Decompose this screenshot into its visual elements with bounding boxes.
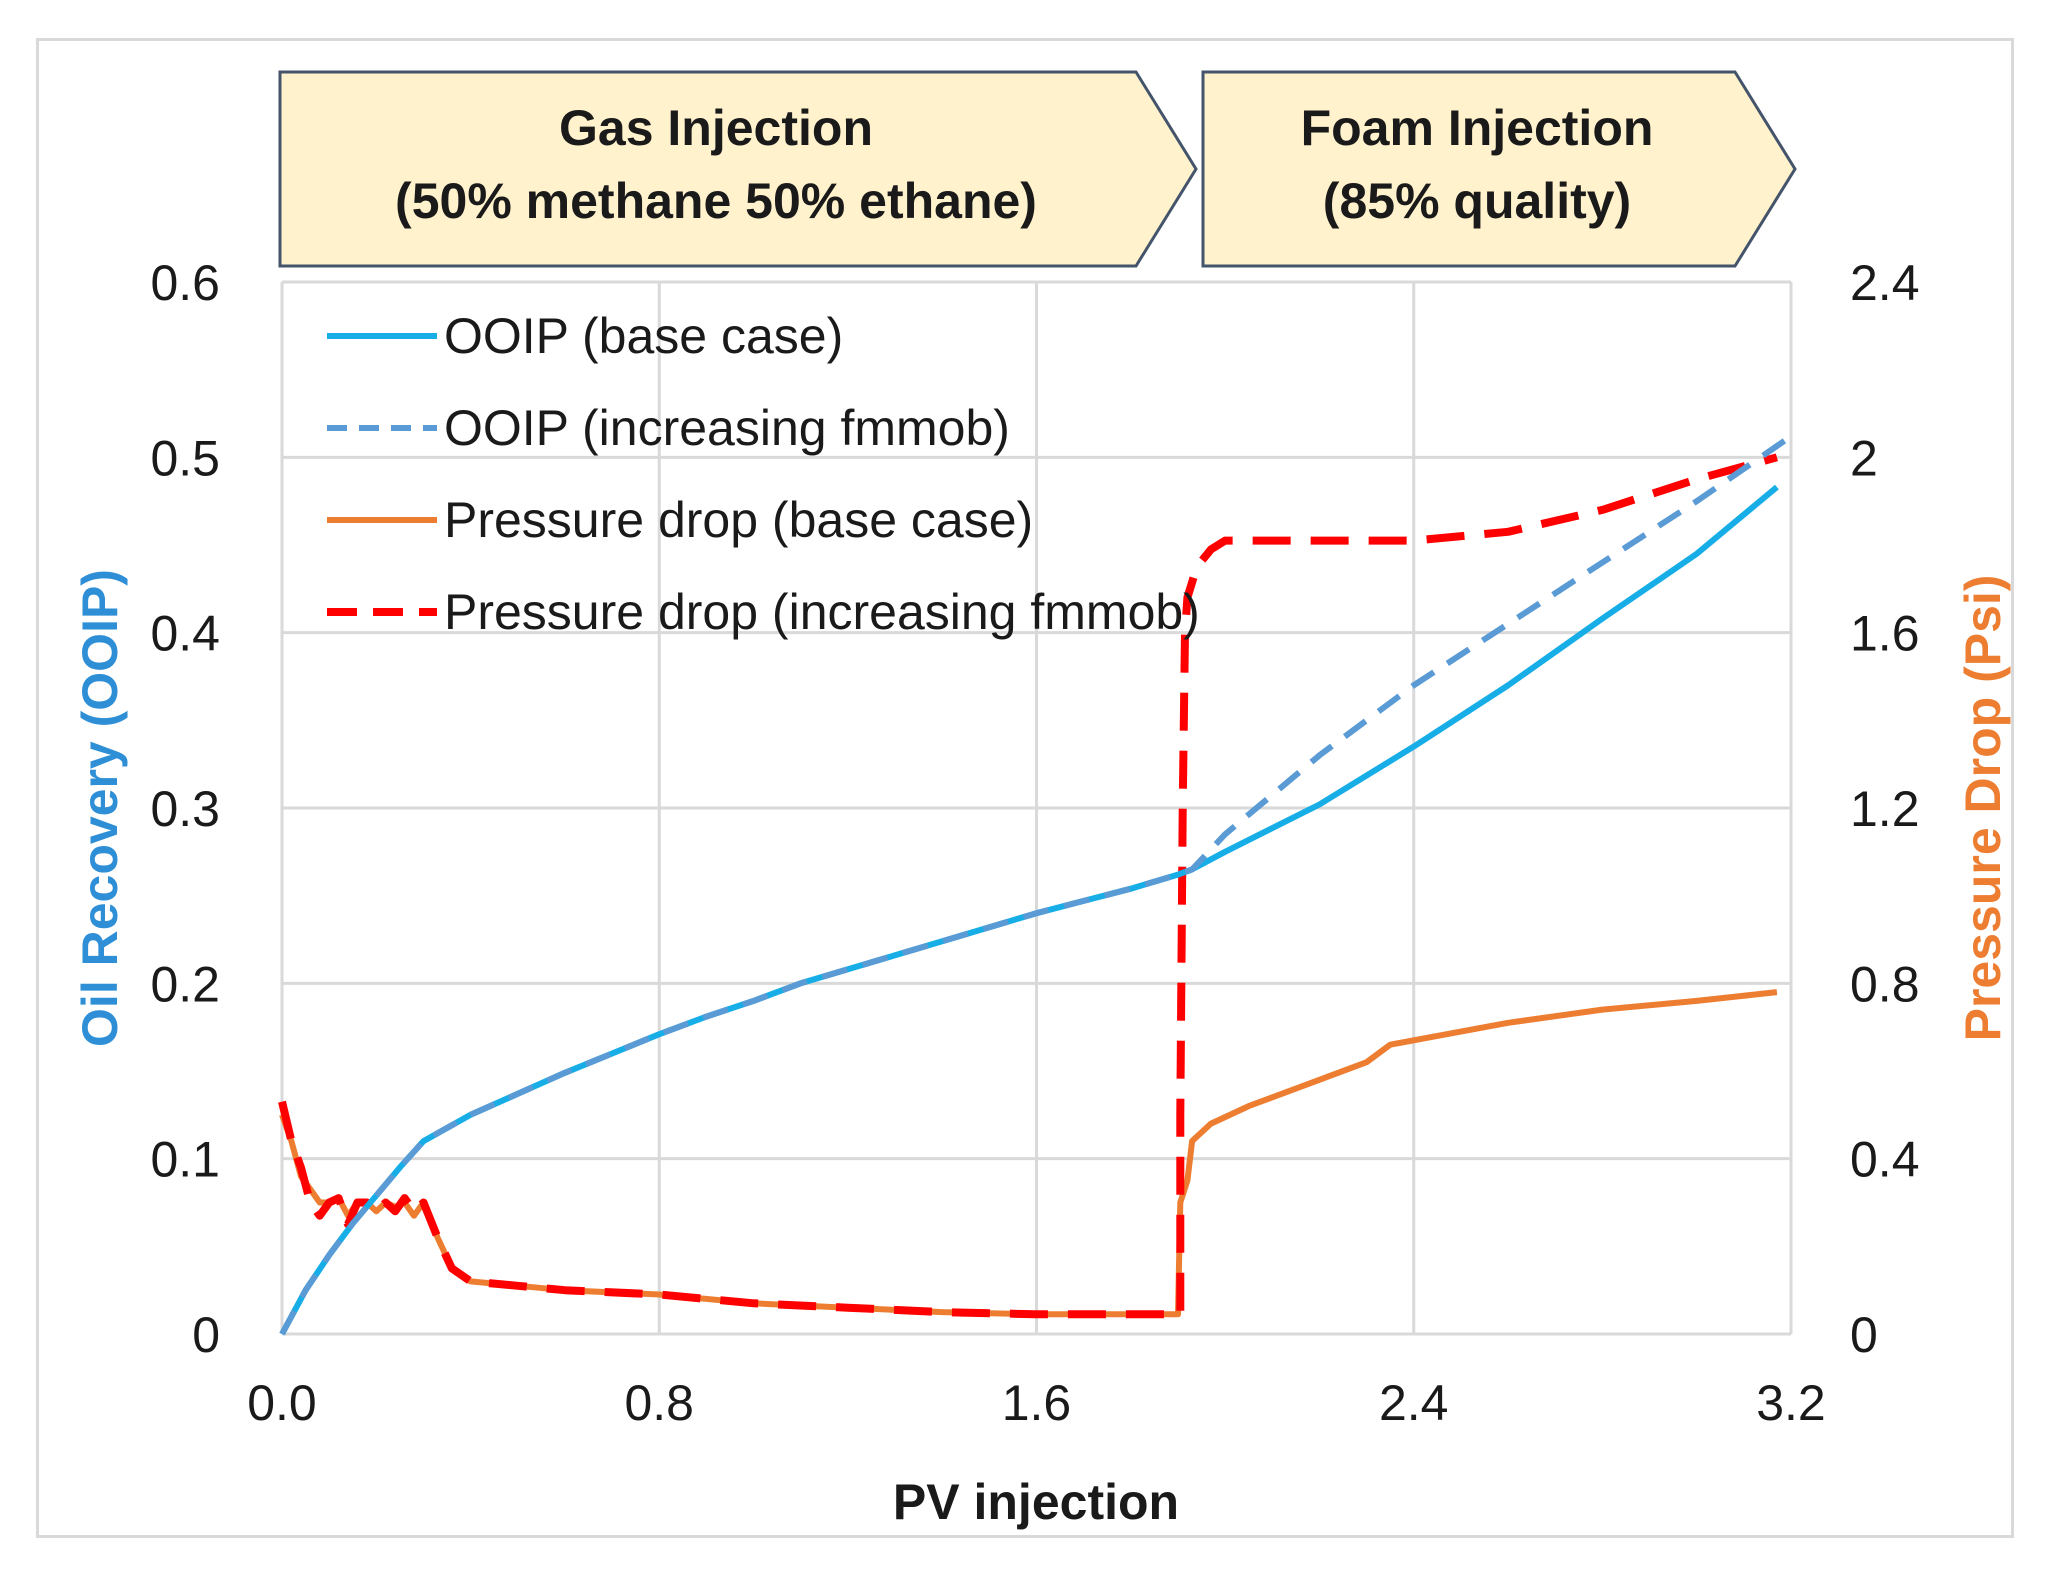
y-left-axis-title: Oil Recovery (OOIP)	[72, 569, 128, 1047]
y-right-axis-title: Pressure Drop (Psi)	[1955, 575, 2011, 1042]
phase-banner-foam-subtitle: (85% quality)	[1323, 173, 1631, 229]
y-left-tick-label: 0.4	[150, 606, 220, 662]
y-right-tick-label: 2.4	[1850, 255, 1920, 311]
series-line-ooip-increasing-fmmob	[279, 433, 1793, 1336]
series-line-pressure-drop-increasing-fmmob	[278, 453, 1778, 1319]
chart-frame	[36, 38, 2014, 1538]
y-right-tick-label: 1.6	[1850, 606, 1920, 662]
x-tick-labels: 0.0 0.8 1.6 2.4 3.2	[247, 1375, 1826, 1431]
y-left-tick-label: 0.1	[150, 1132, 220, 1188]
phase-banner-gas-subtitle: (50% methane 50% ethane)	[395, 173, 1037, 229]
phase-banner-gas: Gas Injection (50% methane 50% ethane)	[278, 70, 1198, 268]
series-lines	[278, 433, 1793, 1336]
y-right-tick-label: 0	[1850, 1307, 1878, 1363]
legend: OOIP (base case) OOIP (increasing fmmob) P…	[327, 308, 1200, 640]
phase-banner-foam-title: Foam Injection	[1301, 100, 1654, 156]
y-left-tick-labels: 0 0.1 0.2 0.3 0.4 0.5 0.6	[150, 255, 220, 1363]
grid	[280, 280, 1793, 1336]
series-line-pressure-drop-base-case	[279, 989, 1778, 1318]
y-right-tick-label: 1.2	[1850, 781, 1920, 837]
y-right-tick-labels: 0 0.4 0.8 1.2 1.6 2 2.4	[1850, 255, 1920, 1363]
phase-banner-foam: Foam Injection (85% quality)	[1201, 70, 1797, 268]
x-tick-label: 0.0	[247, 1375, 317, 1431]
legend-entry-label: Pressure drop (increasing fmmob)	[444, 584, 1200, 640]
x-tick-label: 0.8	[624, 1375, 694, 1431]
x-tick-label: 3.2	[1756, 1375, 1826, 1431]
phase-banner-foam-arrow	[1201, 70, 1797, 268]
series-line-ooip-base-case	[279, 484, 1779, 1336]
legend-entry-label: Pressure drop (base case)	[444, 492, 1033, 548]
y-left-tick-label: 0.6	[150, 255, 220, 311]
x-tick-label: 2.4	[1379, 1375, 1449, 1431]
y-left-tick-label: 0.5	[150, 430, 220, 486]
phase-banner-gas-arrow	[278, 70, 1198, 268]
y-left-tick-label: 0.2	[150, 956, 220, 1012]
x-tick-label: 1.6	[1002, 1375, 1072, 1431]
x-axis-title: PV injection	[893, 1474, 1179, 1530]
y-right-tick-label: 0.4	[1850, 1132, 1920, 1188]
y-left-tick-label: 0.3	[150, 781, 220, 837]
legend-entry-label: OOIP (base case)	[444, 308, 843, 364]
legend-entry-label: OOIP (increasing fmmob)	[444, 400, 1010, 456]
y-right-tick-label: 2	[1850, 430, 1878, 486]
y-left-tick-label: 0	[192, 1307, 220, 1363]
y-right-tick-label: 0.8	[1850, 956, 1920, 1012]
phase-banner-gas-title: Gas Injection	[559, 100, 873, 156]
